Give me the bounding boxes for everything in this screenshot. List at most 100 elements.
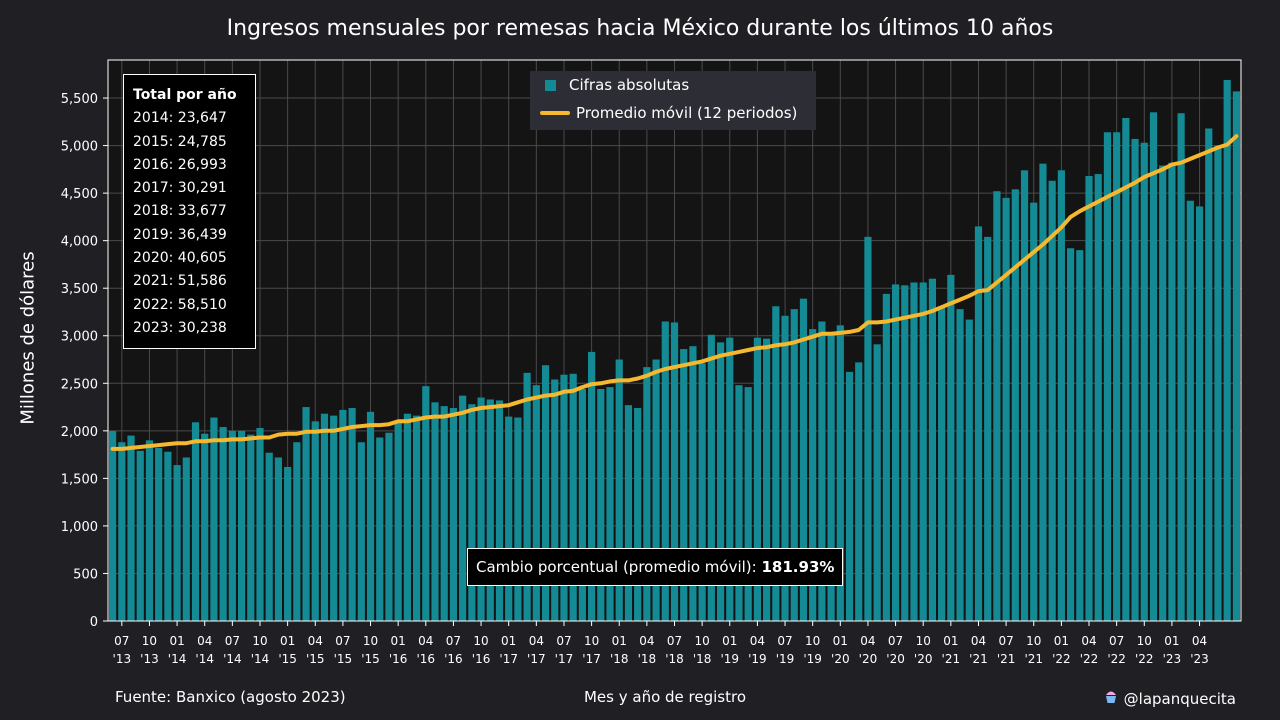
bar	[689, 346, 697, 621]
moving-average-path	[110, 134, 1239, 451]
x-tick-label-year: '21	[997, 652, 1016, 666]
bar	[164, 451, 172, 621]
x-tick-label-year: '19	[720, 652, 739, 666]
bar	[891, 284, 900, 621]
y-tick-label: 1,500	[61, 472, 98, 487]
yearly-total-item: 2023: 30,238	[133, 319, 227, 336]
bar	[836, 325, 844, 621]
y-tick-label: 3,500	[61, 282, 98, 297]
bar	[1103, 132, 1112, 621]
credit: @lapanquecita	[1104, 688, 1236, 708]
bar	[597, 388, 605, 621]
legend-item-line: Promedio móvil (12 periodos)	[540, 99, 816, 127]
x-tick-label-month: 07	[446, 634, 461, 648]
x-tick-label-month: 04	[308, 634, 323, 648]
x-tick-label-year: '22	[1107, 652, 1126, 666]
bar	[118, 442, 126, 621]
bar	[1186, 200, 1194, 622]
bar	[265, 452, 273, 621]
x-tick-label-month: 01	[722, 634, 737, 648]
x-tick-label-month: 01	[833, 634, 848, 648]
source-note: Fuente: Banxico (agosto 2023)	[115, 688, 346, 706]
percent-change-box: Cambio porcentual (promedio móvil): 181.…	[467, 548, 844, 586]
x-tick-label-year: '18	[665, 652, 684, 666]
bar	[237, 430, 246, 621]
x-tick-label-month: 01	[612, 634, 627, 648]
x-tick-label-month: 10	[584, 634, 599, 648]
x-tick-label-year: '19	[748, 652, 767, 666]
x-tick-label-year: '16	[472, 652, 491, 666]
bar	[109, 430, 117, 621]
x-tick-label-month: 07	[998, 634, 1013, 648]
bar	[652, 359, 660, 621]
x-tick-label-month: 04	[1081, 634, 1096, 648]
bar	[1076, 250, 1084, 621]
bar	[781, 315, 789, 621]
bar	[274, 457, 283, 621]
bar	[293, 442, 301, 621]
x-tick-label-month: 07	[777, 634, 792, 648]
x-tick-label-year: '17	[582, 652, 601, 666]
yearly-total-item: 2015: 24,785	[133, 133, 227, 150]
bar	[191, 422, 200, 621]
bar	[311, 421, 319, 621]
x-tick-label-year: '13	[113, 652, 132, 666]
x-tick-label-year: '21	[969, 652, 988, 666]
bar	[560, 374, 568, 621]
cupcake-icon	[1104, 688, 1118, 708]
line-swatch-icon	[540, 111, 570, 115]
bar	[670, 322, 679, 621]
yearly-totals-box: Total por año 2014: 23,647 2015: 24,785 …	[123, 74, 256, 350]
bar	[901, 285, 909, 621]
x-tick-label-year: '15	[278, 652, 297, 666]
bar	[486, 399, 494, 621]
bar	[873, 344, 881, 621]
bar	[523, 372, 531, 621]
bar	[155, 447, 163, 621]
x-tick-label-year: '14	[168, 652, 187, 666]
legend-item-bars: Cifras absolutas	[540, 71, 816, 99]
x-tick-label-year: '13	[140, 652, 159, 666]
x-tick-label-year: '15	[361, 652, 380, 666]
bar	[505, 416, 513, 621]
bar	[468, 404, 476, 621]
bar	[1232, 91, 1240, 621]
x-tick-label-month: 07	[667, 634, 682, 648]
bar	[947, 274, 955, 621]
x-tick-label-month: 07	[225, 634, 240, 648]
bar	[366, 411, 375, 621]
x-tick-label-month: 10	[1026, 634, 1041, 648]
bar	[569, 373, 577, 621]
bar	[1205, 128, 1213, 622]
x-tick-label-month: 07	[556, 634, 571, 648]
bar	[790, 309, 798, 621]
bar	[1113, 132, 1121, 621]
y-tick-label: 4,000	[61, 235, 98, 250]
bar	[799, 298, 808, 621]
bar	[993, 191, 1001, 621]
y-tick-label: 5,500	[61, 92, 98, 107]
x-tick-label-month: 10	[1137, 634, 1152, 648]
bar	[698, 363, 706, 621]
bar	[634, 408, 642, 621]
yearly-total-item: 2017: 30,291	[133, 180, 227, 197]
x-tick-label-year: '15	[306, 652, 325, 666]
legend-label-line: Promedio móvil (12 periodos)	[576, 104, 798, 122]
bar	[532, 385, 540, 621]
x-tick-label-year: '16	[444, 652, 463, 666]
yearly-total-item: 2021: 51,586	[133, 273, 227, 290]
bar	[606, 387, 614, 621]
bar	[1039, 163, 1047, 621]
x-tick-label-year: '17	[555, 652, 574, 666]
bar	[643, 367, 651, 621]
x-tick-label-month: 01	[1164, 634, 1179, 648]
bar	[1002, 197, 1010, 622]
x-tick-label-year: '18	[638, 652, 657, 666]
yearly-totals-heading: Total por año	[133, 87, 237, 103]
x-tick-label-month: 10	[142, 634, 157, 648]
bar	[431, 402, 439, 621]
x-axis-label: Mes y año de registro	[583, 688, 747, 706]
bar	[753, 337, 761, 621]
x-tick-label-year: '17	[499, 652, 518, 666]
bar	[459, 395, 467, 621]
